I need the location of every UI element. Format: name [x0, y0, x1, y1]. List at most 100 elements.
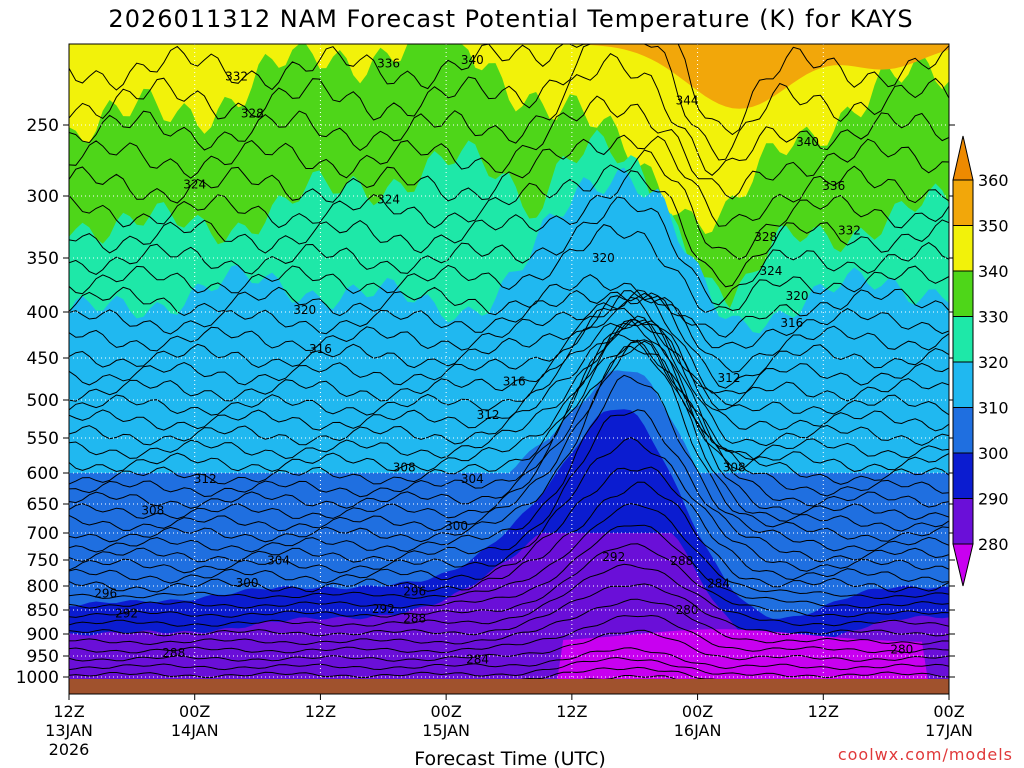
colorbar-tick-label: 310 — [978, 399, 1009, 418]
contour-label: 288 — [162, 646, 185, 660]
colorbar-segment — [952, 407, 974, 454]
colorbar-tick-label: 290 — [978, 490, 1009, 509]
contour-line — [69, 345, 949, 521]
y-tick-label: 1000 — [16, 668, 59, 688]
y-tick-label: 650 — [27, 495, 59, 515]
y-tick-label: 900 — [27, 625, 59, 645]
x-tick-label-date: 13JAN — [45, 721, 93, 740]
contour-line — [69, 598, 949, 646]
grid-lines — [69, 44, 949, 694]
contour-label: 316 — [780, 316, 803, 330]
contour-line — [69, 614, 949, 654]
x-tick-label-date: 14JAN — [171, 721, 219, 740]
x-tick-label-year: 2026 — [49, 740, 90, 759]
contour-label: 320 — [293, 303, 316, 317]
colorbar-segment — [952, 316, 974, 363]
y-tick-label: 300 — [27, 187, 59, 207]
contour-label: 340 — [796, 135, 819, 149]
x-tick-label-time: 00Z — [430, 702, 461, 721]
colorbar-segment — [952, 498, 974, 545]
plot-area: 332 336 340 328 344 340 324 324 336 328 332 320 324 3… — [69, 44, 949, 694]
contour-label: 336 — [822, 179, 845, 193]
y-tick-label: 950 — [27, 647, 59, 667]
x-tick-label-time: 00Z — [682, 702, 713, 721]
band-below-280 — [69, 629, 949, 694]
colorbar-segment — [952, 225, 974, 272]
y-tick-label: 500 — [27, 391, 59, 411]
plot-frame — [68, 43, 950, 695]
contour-label: 292 — [602, 550, 625, 564]
contour-label: 308 — [393, 460, 416, 474]
contour-label: 324 — [183, 178, 206, 192]
y-tick-label: 700 — [27, 524, 59, 544]
contour-line — [69, 149, 949, 260]
x-tick-label-time: 00Z — [179, 702, 210, 721]
colorbar-segment — [952, 452, 974, 499]
contour-line — [69, 196, 949, 306]
contour-label: 332 — [838, 224, 861, 238]
chart-title: 2026011312 NAM Forecast Potential Temper… — [108, 5, 913, 33]
contour-label: 320 — [786, 289, 809, 303]
contour-line — [69, 290, 949, 389]
contour-line — [69, 656, 949, 679]
contour-line — [69, 296, 949, 407]
contour-label: 328 — [241, 107, 264, 121]
contour-line — [69, 44, 949, 136]
contour-line — [69, 340, 949, 532]
contour-line — [69, 170, 949, 288]
contour-label: 336 — [377, 56, 400, 70]
contour-label: 292 — [115, 606, 138, 620]
contour-label: 312 — [194, 472, 217, 486]
contour-label: 292 — [372, 602, 395, 616]
contour-line — [69, 503, 949, 600]
y-tick-label: 750 — [27, 551, 59, 571]
contour-label: 280 — [890, 642, 913, 656]
x-tick-label-time: 12Z — [808, 702, 839, 721]
contour-label: 288 — [403, 612, 426, 626]
colorbar-tick-label: 300 — [978, 444, 1009, 463]
x-tick-label-time: 00Z — [933, 702, 964, 721]
x-tick-label-time: 12Z — [305, 702, 336, 721]
contour-line — [69, 524, 949, 609]
colorbar-tick-label: 360 — [978, 171, 1009, 190]
contour-label: 288 — [670, 554, 693, 568]
y-tick-label: 350 — [27, 249, 59, 269]
x-tick-label-date: 17JAN — [925, 721, 973, 740]
y-tick-label: 550 — [27, 429, 59, 449]
contour-label: 328 — [754, 230, 777, 244]
contour-line — [69, 292, 949, 395]
colorbar-tick-label: 330 — [978, 308, 1009, 327]
credit-text: coolwx.com/models — [838, 745, 1013, 764]
contour-line — [69, 333, 949, 498]
contour-line — [69, 319, 949, 485]
y-tick-label: 600 — [27, 464, 59, 484]
contour-line — [69, 374, 949, 553]
y-tick-label: 800 — [27, 577, 59, 597]
x-tick-label-date: 16JAN — [674, 721, 722, 740]
contour-lines — [69, 44, 949, 686]
contour-line — [69, 583, 949, 637]
contour-line — [69, 44, 949, 161]
contour-label: 320 — [592, 251, 615, 265]
contour-line — [69, 274, 949, 338]
contour-line — [69, 134, 949, 227]
contour-line — [69, 307, 949, 416]
contour-line — [69, 315, 949, 473]
contour-label: 316 — [503, 375, 526, 389]
contour-line — [69, 224, 949, 314]
contour-label: 300 — [236, 576, 259, 590]
contour-line — [69, 563, 949, 627]
contour-line — [69, 53, 949, 176]
y-tick-label: 850 — [27, 601, 59, 621]
contour-line — [69, 289, 949, 373]
contour-label: 340 — [461, 53, 484, 67]
contour-line — [69, 481, 949, 593]
contour-label: 284 — [707, 576, 730, 590]
contour-label: 280 — [676, 603, 699, 617]
contour-line — [69, 341, 949, 543]
y-tick-label: 250 — [27, 116, 59, 136]
y-tick-label: 450 — [27, 349, 59, 369]
contour-label: 300 — [445, 519, 468, 533]
